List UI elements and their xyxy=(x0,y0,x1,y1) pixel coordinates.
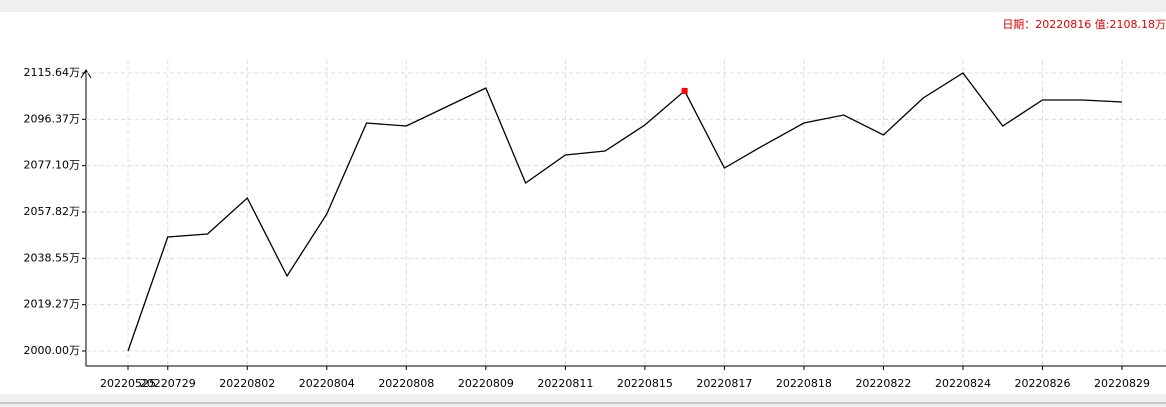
y-tick-label: 2019.27万 xyxy=(24,298,81,311)
tooltip: 日期：20220816 值:2108.18万 xyxy=(1002,18,1166,31)
x-tick-label: 20220824 xyxy=(935,377,991,390)
x-tick-label: 20220525 xyxy=(100,377,156,390)
highlight-point xyxy=(681,87,688,94)
x-tick-label: 20220804 xyxy=(299,377,355,390)
plot-panel xyxy=(0,12,1166,394)
y-axis-arrow xyxy=(80,69,92,79)
y-tick-label: 2096.37万 xyxy=(24,112,81,125)
x-tick-label: 20220808 xyxy=(378,377,434,390)
x-tick-label: 20220829 xyxy=(1094,377,1150,390)
x-tick-label: 20220826 xyxy=(1014,377,1070,390)
x-tick-label: 20220811 xyxy=(537,377,593,390)
x-tick-label: 20220809 xyxy=(458,377,514,390)
x-tick-label: 20220802 xyxy=(219,377,275,390)
y-tick-label: 2057.82万 xyxy=(24,205,81,218)
y-tick-label: 2038.55万 xyxy=(24,251,81,264)
line xyxy=(127,72,1123,352)
x-tick-label: 20220818 xyxy=(776,377,832,390)
y-tick-label: 2000.00万 xyxy=(24,344,81,357)
x-tick-label: 20220817 xyxy=(696,377,752,390)
x-tick-label: 20220729 xyxy=(140,377,196,390)
y-tick-label: 2115.64万 xyxy=(24,66,81,79)
x-tick-label: 20220822 xyxy=(855,377,911,390)
y-tick-label: 2077.10万 xyxy=(24,159,81,172)
x-tick-label: 20220815 xyxy=(617,377,673,390)
